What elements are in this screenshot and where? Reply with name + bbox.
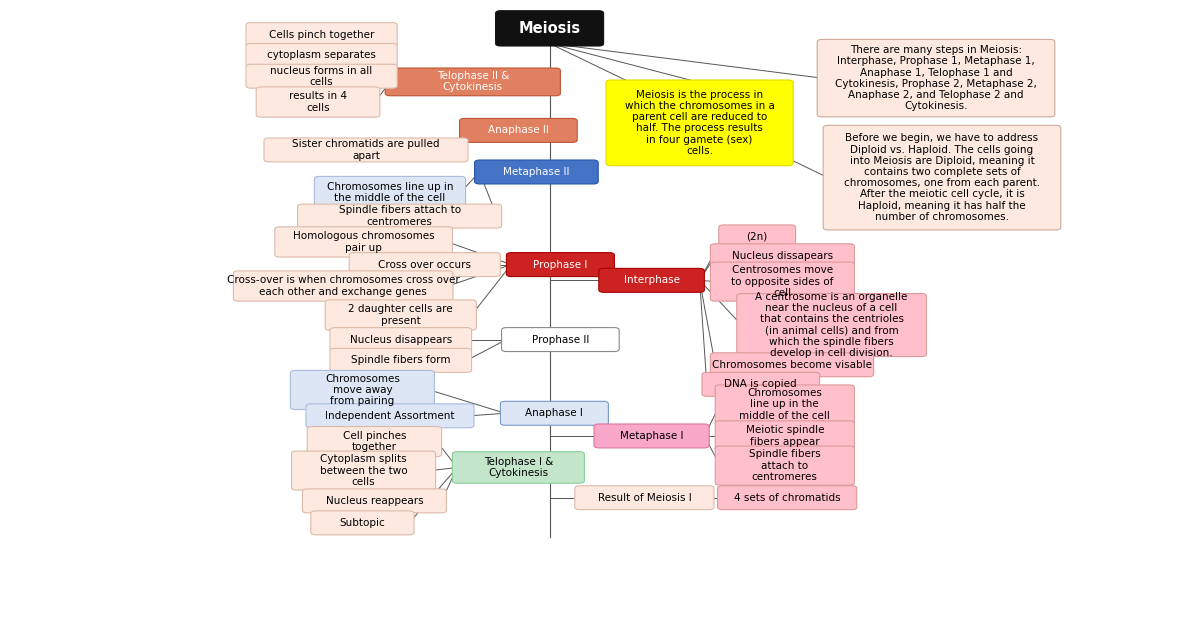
FancyBboxPatch shape xyxy=(502,328,619,352)
Text: Result of Meiosis I: Result of Meiosis I xyxy=(598,493,691,503)
Text: Telophase II &
Cytokinesis: Telophase II & Cytokinesis xyxy=(437,71,509,93)
FancyBboxPatch shape xyxy=(715,385,854,424)
FancyBboxPatch shape xyxy=(702,372,820,396)
FancyBboxPatch shape xyxy=(314,176,466,208)
Text: Cytoplasm splits
between the two
cells: Cytoplasm splits between the two cells xyxy=(319,454,408,487)
Text: Before we begin, we have to address
Diploid vs. Haploid. The cells going
into Me: Before we begin, we have to address Dipl… xyxy=(844,134,1040,222)
FancyBboxPatch shape xyxy=(349,253,500,277)
FancyBboxPatch shape xyxy=(264,138,468,162)
Text: Meiosis is the process in
which the chromosomes in a
parent cell are reduced to
: Meiosis is the process in which the chro… xyxy=(625,90,774,156)
FancyBboxPatch shape xyxy=(298,204,502,228)
Text: Prophase II: Prophase II xyxy=(532,335,589,345)
FancyBboxPatch shape xyxy=(823,125,1061,230)
Text: 2 daughter cells are
present: 2 daughter cells are present xyxy=(348,304,454,326)
Text: Chromosomes
move away
from pairing: Chromosomes move away from pairing xyxy=(325,374,400,406)
FancyBboxPatch shape xyxy=(325,300,476,330)
FancyBboxPatch shape xyxy=(737,294,926,357)
Text: Spindle fibers form: Spindle fibers form xyxy=(352,355,450,365)
Text: nucleus forms in all
cells: nucleus forms in all cells xyxy=(270,66,373,87)
Text: Meiotic spindle
fibers appear: Meiotic spindle fibers appear xyxy=(745,425,824,447)
FancyBboxPatch shape xyxy=(599,268,704,292)
Text: Independent Assortment: Independent Assortment xyxy=(325,411,455,421)
Text: Meiosis: Meiosis xyxy=(518,21,581,36)
Text: Nucleus dissapears: Nucleus dissapears xyxy=(732,251,833,261)
Text: results in 4
cells: results in 4 cells xyxy=(289,91,347,113)
Text: Cell pinches
together: Cell pinches together xyxy=(343,431,406,452)
Text: Spindle fibers attach to
centromeres: Spindle fibers attach to centromeres xyxy=(338,205,461,227)
Text: Anaphase I: Anaphase I xyxy=(526,408,583,418)
Text: Prophase I: Prophase I xyxy=(533,260,588,270)
Text: Chromosomes line up in
the middle of the cell: Chromosomes line up in the middle of the… xyxy=(326,181,454,203)
FancyBboxPatch shape xyxy=(290,370,434,410)
FancyBboxPatch shape xyxy=(710,262,854,301)
FancyBboxPatch shape xyxy=(292,451,436,490)
Text: A centrosome is an organelle
near the nucleus of a cell
that contains the centri: A centrosome is an organelle near the nu… xyxy=(756,292,907,358)
FancyBboxPatch shape xyxy=(715,421,854,451)
FancyBboxPatch shape xyxy=(385,68,560,96)
FancyBboxPatch shape xyxy=(311,511,414,535)
FancyBboxPatch shape xyxy=(306,404,474,428)
Text: Nucleus reappears: Nucleus reappears xyxy=(325,496,424,506)
FancyBboxPatch shape xyxy=(575,486,714,510)
FancyBboxPatch shape xyxy=(307,427,442,457)
FancyBboxPatch shape xyxy=(710,353,874,377)
Text: DNA is copied: DNA is copied xyxy=(725,379,797,389)
Text: Centrosomes move
to opposite sides of
cell: Centrosomes move to opposite sides of ce… xyxy=(731,265,834,298)
FancyBboxPatch shape xyxy=(275,227,452,257)
Text: There are many steps in Meiosis:
Interphase, Prophase 1, Metaphase 1,
Anaphase 1: There are many steps in Meiosis: Interph… xyxy=(835,45,1037,111)
Text: Sister chromatids are pulled
apart: Sister chromatids are pulled apart xyxy=(293,139,439,161)
Text: Chromosomes
line up in the
middle of the cell: Chromosomes line up in the middle of the… xyxy=(739,388,830,421)
FancyBboxPatch shape xyxy=(496,11,604,46)
FancyBboxPatch shape xyxy=(719,225,796,248)
Text: Cells pinch together: Cells pinch together xyxy=(269,30,374,40)
FancyBboxPatch shape xyxy=(246,23,397,47)
Text: Cross over occurs: Cross over occurs xyxy=(378,260,472,270)
Text: Cross-over is when chromosomes cross over
each other and exchange genes: Cross-over is when chromosomes cross ove… xyxy=(227,275,460,297)
FancyBboxPatch shape xyxy=(715,446,854,485)
Text: cytoplasm separates: cytoplasm separates xyxy=(268,50,376,60)
FancyBboxPatch shape xyxy=(246,64,397,88)
Text: (2n): (2n) xyxy=(746,231,768,241)
Text: Metaphase I: Metaphase I xyxy=(620,431,683,441)
Text: Nucleus disappears: Nucleus disappears xyxy=(349,335,452,345)
FancyBboxPatch shape xyxy=(710,244,854,268)
Text: Interphase: Interphase xyxy=(624,275,679,285)
Text: Subtopic: Subtopic xyxy=(340,518,385,528)
FancyBboxPatch shape xyxy=(452,452,584,483)
Text: Spindle fibers
attach to
centromeres: Spindle fibers attach to centromeres xyxy=(749,449,821,482)
Text: Metaphase II: Metaphase II xyxy=(503,167,570,177)
FancyBboxPatch shape xyxy=(718,486,857,510)
Text: Homologous chromosomes
pair up: Homologous chromosomes pair up xyxy=(293,231,434,253)
FancyBboxPatch shape xyxy=(330,328,472,352)
FancyBboxPatch shape xyxy=(606,80,793,166)
FancyBboxPatch shape xyxy=(233,271,454,301)
FancyBboxPatch shape xyxy=(302,489,446,513)
FancyBboxPatch shape xyxy=(506,253,614,277)
FancyBboxPatch shape xyxy=(475,160,599,184)
Text: Chromosomes become visable: Chromosomes become visable xyxy=(712,360,872,370)
Text: Telophase I &
Cytokinesis: Telophase I & Cytokinesis xyxy=(484,457,553,478)
FancyBboxPatch shape xyxy=(500,401,608,425)
Text: Anaphase II: Anaphase II xyxy=(488,125,548,135)
FancyBboxPatch shape xyxy=(257,87,379,117)
FancyBboxPatch shape xyxy=(460,118,577,142)
FancyBboxPatch shape xyxy=(330,348,472,372)
FancyBboxPatch shape xyxy=(594,424,709,448)
FancyBboxPatch shape xyxy=(817,39,1055,117)
FancyBboxPatch shape xyxy=(246,43,397,67)
Text: 4 sets of chromatids: 4 sets of chromatids xyxy=(734,493,840,503)
